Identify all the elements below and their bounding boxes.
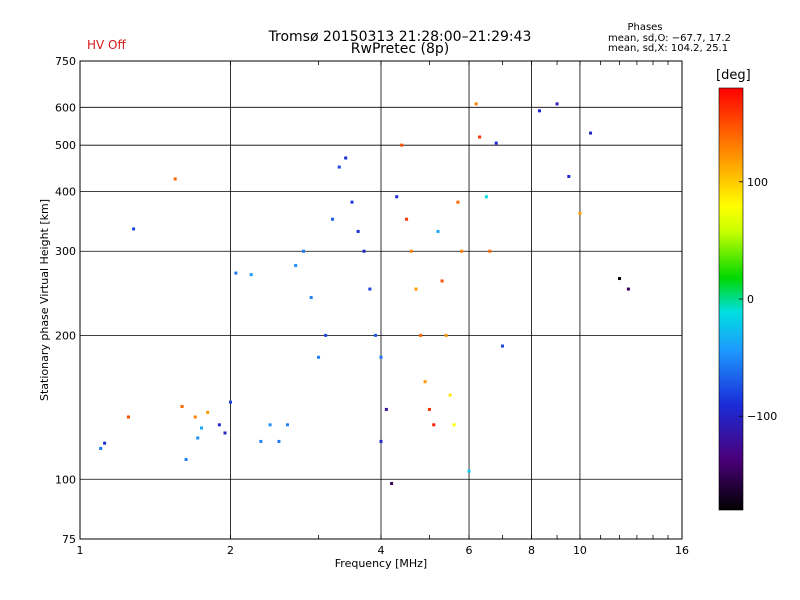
data-point	[409, 249, 413, 253]
phases-box-title: Phases	[627, 22, 663, 33]
data-point	[126, 415, 130, 419]
y-tick-label: 500	[55, 139, 76, 152]
data-point	[302, 249, 306, 253]
data-point	[277, 439, 281, 443]
data-point	[440, 279, 444, 283]
data-point	[337, 165, 341, 169]
data-point	[268, 423, 272, 427]
data-point	[423, 380, 427, 384]
data-point	[285, 423, 289, 427]
data-point	[362, 249, 366, 253]
data-point	[217, 423, 221, 427]
data-point	[419, 333, 423, 337]
data-point	[494, 141, 498, 145]
x-tick-label: 4	[378, 544, 385, 557]
data-point	[294, 264, 298, 268]
data-point	[488, 249, 492, 253]
data-point	[324, 333, 328, 337]
data-point	[400, 143, 404, 147]
data-point	[234, 271, 238, 275]
data-point	[384, 407, 388, 411]
data-point	[460, 249, 464, 253]
data-point	[474, 102, 478, 106]
y-tick-label: 400	[55, 185, 76, 198]
data-point	[196, 436, 200, 440]
data-point	[350, 200, 354, 204]
data-point	[103, 441, 107, 445]
data-point	[132, 227, 136, 231]
chart-grid	[80, 61, 682, 539]
data-point	[501, 344, 505, 348]
data-point	[309, 296, 313, 300]
y-tick-label: 75	[62, 533, 76, 546]
x-tick-label: 8	[528, 544, 535, 557]
data-point	[331, 217, 335, 221]
data-point	[467, 469, 471, 473]
data-point	[537, 109, 541, 113]
colorbar-unit-label: [deg]	[716, 68, 751, 83]
data-point	[395, 195, 399, 199]
data-point	[356, 229, 360, 233]
data-point	[589, 131, 593, 135]
x-tick-label: 2	[227, 544, 234, 557]
x-tick-label: 16	[675, 544, 689, 557]
data-points	[99, 102, 630, 485]
data-point	[618, 277, 622, 281]
data-point	[414, 287, 418, 291]
data-point	[368, 287, 372, 291]
y-tick-label: 100	[55, 473, 76, 486]
phases-x-stats: mean, sd,X: 104.2, 25.1	[608, 43, 729, 54]
y-tick-label: 600	[55, 101, 76, 114]
colorbar-tick-label: 0	[747, 293, 754, 306]
x-tick-label: 1	[77, 544, 84, 557]
data-point	[259, 439, 263, 443]
data-point	[452, 423, 456, 427]
data-point	[379, 355, 383, 359]
data-point	[427, 407, 431, 411]
data-point	[99, 446, 103, 450]
data-point	[344, 156, 348, 160]
data-point	[193, 415, 197, 419]
colorbar-ticks: 100 0 −100	[739, 176, 777, 423]
data-point	[206, 410, 210, 414]
phases-o-stats: mean, sd,O: −67.7, 17.2	[608, 33, 731, 44]
data-point	[436, 229, 440, 233]
data-point	[229, 400, 232, 404]
data-point	[405, 217, 409, 221]
data-point	[223, 431, 227, 435]
colorbar-tick-label: −100	[747, 410, 777, 423]
data-point	[184, 457, 188, 461]
data-point	[173, 177, 177, 181]
x-tick-label: 6	[466, 544, 473, 557]
data-point	[456, 200, 460, 204]
data-point	[390, 481, 394, 485]
data-point	[448, 393, 452, 397]
data-point	[478, 135, 482, 139]
data-point	[626, 287, 630, 291]
y-tick-label: 300	[55, 245, 76, 258]
data-point	[379, 439, 383, 443]
data-point	[317, 355, 321, 359]
y-tick-label: 750	[55, 55, 76, 68]
data-point	[484, 195, 488, 199]
data-point	[444, 333, 448, 337]
hv-status-label: HV Off	[87, 38, 126, 52]
y-axis-label: Stationary phase Virtual Height [km]	[38, 199, 51, 401]
chart-subtitle: RwPretec (8p)	[350, 41, 450, 57]
data-point	[555, 102, 559, 106]
chart-title: Tromsø 20150313 21:28:00–21:29:43	[268, 29, 532, 45]
data-point	[200, 426, 204, 430]
x-tick-label: 10	[573, 544, 587, 557]
data-point	[578, 211, 582, 215]
data-point	[567, 174, 571, 178]
data-point	[374, 333, 378, 337]
x-axis-label: Frequency [MHz]	[335, 557, 427, 570]
data-point	[180, 404, 184, 408]
y-tick-label: 200	[55, 329, 76, 342]
colorbar-tick-label: 100	[747, 176, 768, 189]
axis-ticks: 1 2 4 6 8 10 16 75 100 200 300 400 500 600 750	[55, 55, 689, 557]
data-point	[249, 273, 253, 277]
data-point	[432, 423, 436, 427]
